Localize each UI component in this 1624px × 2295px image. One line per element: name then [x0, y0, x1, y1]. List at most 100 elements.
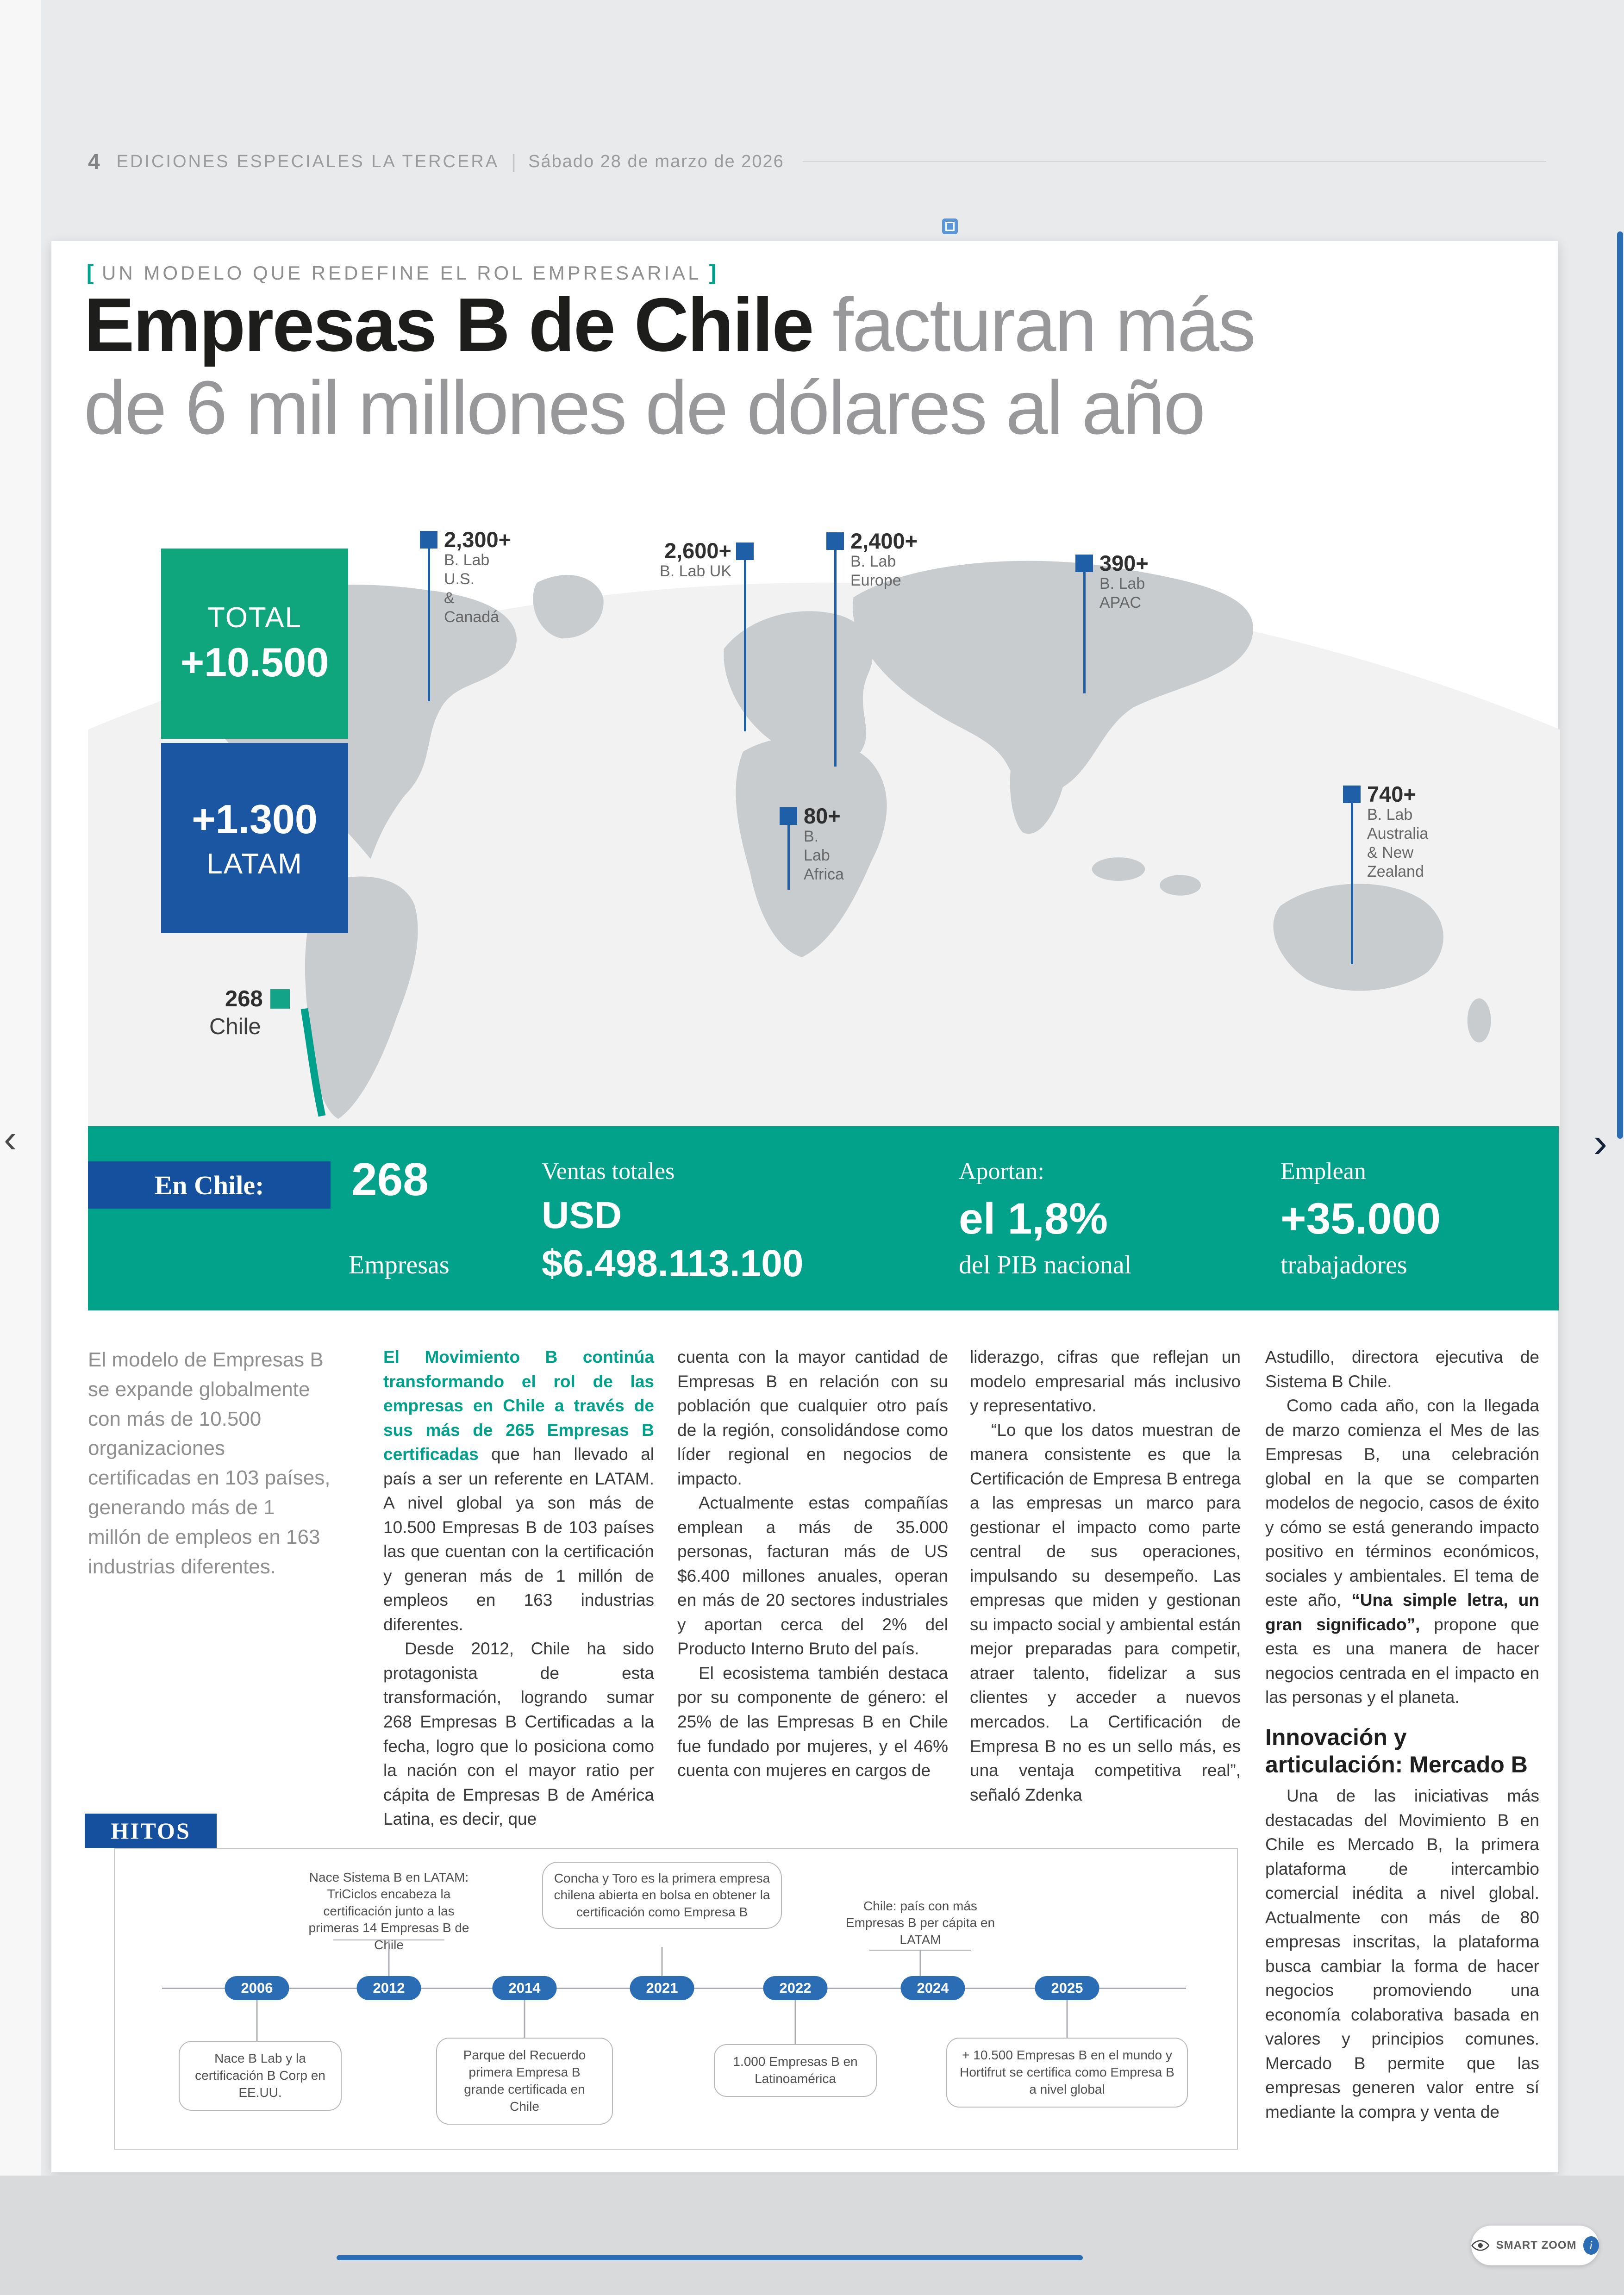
flag-pin-icon	[420, 531, 437, 549]
timeline-year-2006: 2006	[225, 1976, 289, 2000]
kicker-close-bracket: ]	[709, 260, 716, 284]
en-chile-chip: En Chile:	[88, 1161, 331, 1209]
timeline-box: Nace Sistema B en LATAM: TriCiclos encab…	[114, 1848, 1238, 2150]
marker-text: 2,600+ B. Lab UK	[579, 539, 731, 581]
companies-label: Empresas	[349, 1251, 450, 1279]
viewer-bottom-bar: SMART ZOOM i	[0, 2176, 1624, 2295]
vertical-scrollbar[interactable]	[1617, 231, 1623, 1139]
paragraph: Como cada año, con la llegada de marzo c…	[1265, 1394, 1539, 1710]
marker-label: B. Lab APAC	[1099, 575, 1145, 612]
gdp-label: Aportan:	[959, 1158, 1044, 1185]
timeline-callout-2022: 1.000 Empresas B en Latinoamérica	[714, 2044, 877, 2097]
paragraph: Una de las iniciativas más destacadas de…	[1265, 1786, 1539, 2121]
paragraph: El ecosistema también destaca por su com…	[677, 1663, 948, 1780]
previous-page-arrow[interactable]: ‹	[4, 1117, 17, 1160]
timeline-year-2014: 2014	[492, 1976, 557, 2000]
callout-stem	[794, 2000, 796, 2044]
callout-stem	[256, 2000, 258, 2041]
annotation-marker-icon[interactable]	[942, 218, 958, 234]
lead-column: El modelo de Empresas B se expande globa…	[88, 1345, 332, 1581]
kicker-text: UN MODELO QUE REDEFINE EL ROL EMPRESARIA…	[94, 262, 709, 284]
gdp-sub: del PIB nacional	[959, 1251, 1132, 1279]
paragraph: “Lo que los datos muestran de manera con…	[970, 1420, 1241, 1804]
callout-stem	[919, 1950, 921, 1976]
timeline-year-2021: 2021	[630, 1976, 694, 2000]
latam-value: +1.300	[192, 796, 318, 842]
pin-line	[428, 549, 430, 701]
jobs-sub: trabajadores	[1280, 1251, 1407, 1279]
eye-icon	[1471, 2240, 1490, 2251]
paragraph: Desde 2012, Chile ha sido protagonista d…	[383, 1639, 654, 1829]
callout-stem	[661, 1947, 663, 1976]
marker-text: 390+ B. Lab APAC	[1099, 552, 1149, 612]
headline-line-1: Empresas B de Chile facturan más	[84, 282, 1533, 367]
pin-line	[1083, 572, 1086, 693]
marker-value: 740+	[1367, 782, 1416, 806]
marker-value: 2,400+	[850, 529, 918, 553]
marker-label: B. Lab UK	[660, 562, 731, 580]
total-value: +10.500	[180, 639, 329, 685]
body-column-5: Astudillo, directora ejecutiva de Sistem…	[1265, 1345, 1539, 2124]
section-heading: Innovación y articulación: Mercado B	[1265, 1724, 1528, 1777]
continent-africa	[736, 736, 887, 958]
headline-light-1: facturan más	[812, 282, 1256, 367]
smart-zoom-button[interactable]: SMART ZOOM i	[1471, 2226, 1599, 2265]
next-page-arrow[interactable]: ›	[1593, 1120, 1607, 1166]
paragraph: liderazgo, cifras que reflejan un modelo…	[970, 1347, 1241, 1416]
header-separator: |	[511, 150, 517, 172]
islands-sea	[1092, 857, 1145, 881]
paragraph-text: Como cada año, con la llegada de marzo c…	[1265, 1396, 1539, 1610]
sales-value: $6.498.113.100	[542, 1242, 804, 1285]
timeline-year-2025: 2025	[1035, 1976, 1099, 2000]
edition-title: EDICIONES ESPECIALES LA TERCERA	[116, 151, 500, 171]
latam-box: +1.300 LATAM	[161, 743, 348, 933]
viewer-left-margin	[0, 0, 41, 2295]
marker-text: 740+ B. Lab Australia & New Zealand	[1367, 783, 1428, 881]
companies-value: 268	[351, 1154, 429, 1205]
chile-value: 268	[225, 986, 263, 1011]
kicker-open-bracket: [	[87, 260, 94, 284]
jobs-value: +35.000	[1280, 1194, 1441, 1243]
chile-marker-row: 268	[209, 986, 290, 1012]
edition-date: Sábado 28 de marzo de 2026	[528, 151, 784, 171]
marker-label: & Canadá	[444, 589, 500, 626]
flag-pin-icon	[1343, 786, 1361, 803]
pin-line	[834, 550, 837, 767]
article-kicker: [ UN MODELO QUE REDEFINE EL ROL EMPRESAR…	[87, 260, 716, 285]
timeline-year-2022: 2022	[763, 1976, 828, 2000]
continent-new-zealand	[1467, 998, 1491, 1043]
horizontal-scrollbar[interactable]	[337, 2255, 1083, 2260]
header-rule	[802, 161, 1546, 162]
timeline-callout-2021: Concha y Toro es la primera empresa chil…	[542, 1862, 782, 1929]
marker-label: & New Zealand	[1367, 843, 1424, 880]
total-label: TOTAL	[207, 602, 302, 634]
marker-value: 2,600+	[664, 538, 731, 563]
callout-stem	[1066, 2000, 1068, 2038]
flag-pin-icon	[826, 532, 844, 550]
paragraph: Astudillo, directora ejecutiva de Sistem…	[1265, 1347, 1539, 1391]
intro-highlight: El Movimiento B continúa transformando e…	[383, 1347, 654, 1464]
timeline-callout-2014: Parque del Recuerdo primera Empresa B gr…	[436, 2038, 613, 2125]
paragraph: El Movimiento B continúa transformando e…	[383, 1345, 654, 1637]
chile-highlight	[300, 1008, 326, 1117]
total-box: TOTAL +10.500	[161, 549, 348, 739]
stats-band: En Chile: 268 Empresas Ventas totales US…	[88, 1126, 1559, 1310]
body-column-4: liderazgo, cifras que reflejan un modelo…	[970, 1345, 1241, 1807]
timeline-year-2024: 2024	[900, 1976, 965, 2000]
latam-label: LATAM	[206, 848, 303, 880]
jobs-label: Emplean	[1280, 1158, 1366, 1185]
newspaper-page: [ UN MODELO QUE REDEFINE EL ROL EMPRESAR…	[51, 241, 1560, 2172]
continent-south-america	[305, 876, 418, 1119]
pin-line	[1351, 803, 1353, 964]
gdp-value: el 1,8%	[959, 1194, 1108, 1243]
paragraph: Actualmente estas compañías emplean a má…	[677, 1493, 948, 1659]
pin-line	[744, 560, 746, 731]
sales-currency: USD	[542, 1194, 622, 1236]
marker-label: B. Lab U.S.	[444, 551, 490, 588]
map-marker-uk: 2,600+ B. Lab UK	[579, 539, 754, 731]
timeline-callout-2025: + 10.500 Empresas B en el mundo y Hortif…	[946, 2038, 1188, 2108]
region-india-sea	[1010, 730, 1065, 834]
sales-label: Ventas totales	[542, 1158, 675, 1185]
timeline-callout-2006: Nace B Lab y la certificación B Corp en …	[179, 2041, 342, 2111]
